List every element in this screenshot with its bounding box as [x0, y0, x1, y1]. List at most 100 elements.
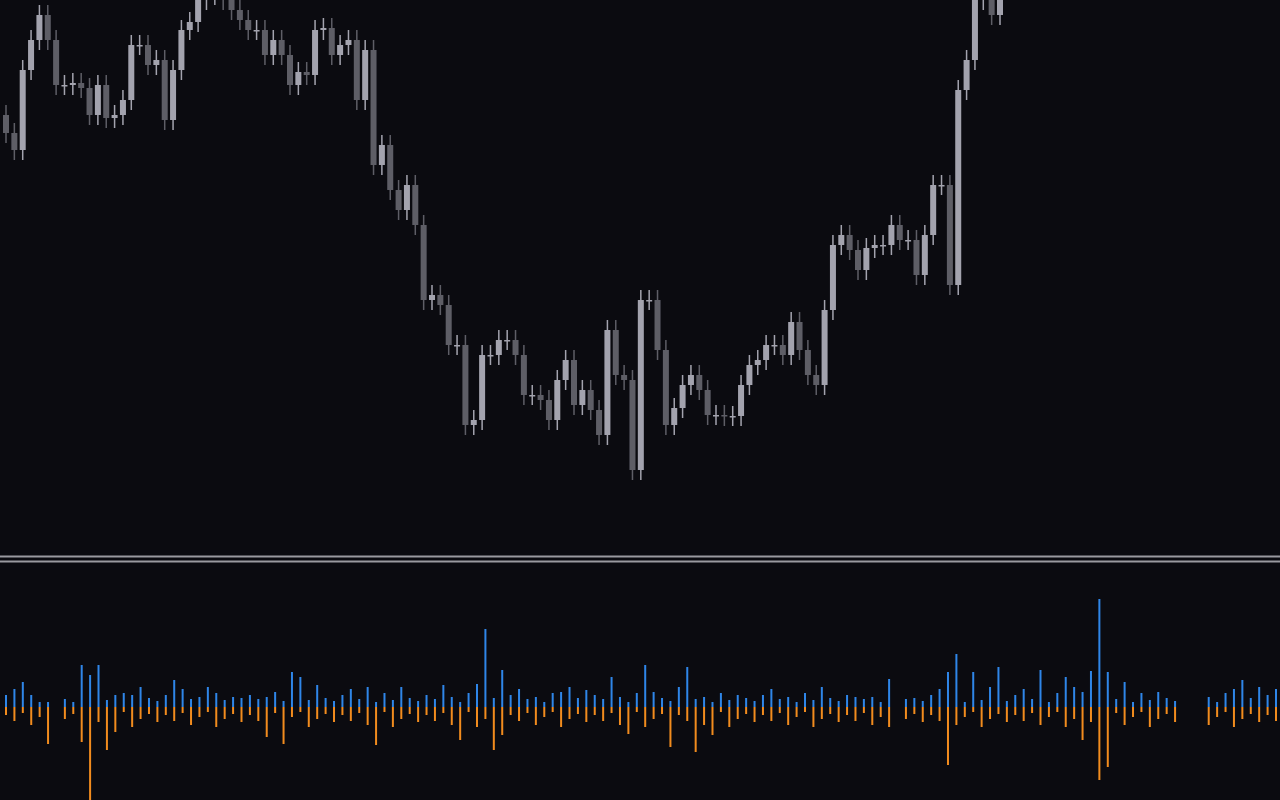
histogram-bar	[383, 693, 386, 707]
candle-body	[863, 248, 870, 270]
histogram-bar	[366, 687, 369, 707]
histogram-bar	[341, 707, 344, 715]
histogram-bar	[1241, 680, 1244, 707]
histogram-bar	[173, 680, 176, 707]
candle-body	[504, 340, 511, 342]
candle-body	[637, 300, 644, 470]
candle-body	[696, 375, 703, 390]
histogram-bar	[240, 707, 243, 722]
histogram-bar	[89, 675, 92, 707]
histogram-bar	[1106, 707, 1109, 767]
candle-body	[395, 190, 402, 210]
histogram-bar	[1115, 707, 1118, 713]
histogram-bar	[459, 707, 462, 740]
candle-body	[997, 0, 1003, 15]
histogram-bar	[265, 697, 268, 707]
histogram-bar	[551, 707, 554, 712]
histogram-bar	[1224, 707, 1227, 712]
histogram-bar	[879, 702, 882, 707]
histogram-bar	[21, 707, 24, 713]
candle-body	[328, 28, 335, 55]
histogram-bar	[543, 702, 546, 707]
histogram-bar	[618, 707, 621, 725]
histogram-bar	[652, 707, 655, 719]
histogram-bar	[627, 707, 630, 734]
candle-body	[746, 365, 753, 385]
histogram-bar	[333, 701, 336, 707]
histogram-bar	[307, 700, 310, 707]
histogram-bar	[1064, 707, 1067, 727]
candle-body	[721, 415, 728, 417]
histogram-bar	[1005, 701, 1008, 707]
histogram-bar	[375, 702, 378, 707]
candle-body	[454, 345, 461, 347]
candle-body	[529, 395, 536, 397]
histogram-bar	[694, 707, 697, 752]
histogram-bar	[921, 701, 924, 707]
histogram-bar	[484, 629, 487, 707]
histogram-bar	[1106, 672, 1109, 707]
histogram-bar	[972, 707, 975, 712]
candle-body	[646, 300, 653, 302]
histogram-bar	[568, 707, 571, 719]
histogram-bar	[989, 707, 992, 719]
histogram-bar	[97, 665, 100, 707]
candle-body	[520, 355, 527, 395]
histogram-bar	[21, 682, 24, 707]
candle-body	[921, 235, 928, 275]
histogram-bar	[316, 707, 319, 719]
histogram-bar	[593, 695, 596, 707]
histogram-bar	[38, 702, 41, 707]
histogram-bar	[223, 700, 226, 707]
histogram-bar	[38, 707, 41, 717]
candle-body	[36, 15, 43, 40]
histogram-bar	[282, 707, 285, 744]
candle-body	[896, 225, 903, 240]
candle-body	[629, 380, 636, 470]
candle-body	[312, 30, 319, 75]
candle-body	[437, 295, 444, 305]
histogram-bar	[164, 707, 167, 715]
histogram-bar	[1232, 707, 1235, 727]
histogram-bar	[417, 707, 420, 722]
histogram-bar	[888, 679, 891, 707]
candle-body	[612, 330, 619, 375]
histogram-bar	[114, 695, 117, 707]
histogram-bar	[181, 707, 184, 713]
histogram-bar	[307, 707, 310, 727]
histogram-bar	[719, 693, 722, 707]
histogram-bar	[518, 707, 521, 721]
histogram-bar	[147, 698, 150, 707]
candle-body	[813, 375, 820, 385]
histogram-bar	[1064, 677, 1067, 707]
candle-body	[278, 40, 285, 55]
histogram-bar	[290, 707, 293, 717]
histogram-bar	[1014, 695, 1017, 707]
candle-body	[963, 60, 970, 90]
candle-body	[19, 70, 26, 150]
candle-body	[11, 133, 18, 150]
histogram-bar	[1174, 707, 1177, 722]
histogram-bar	[492, 707, 495, 750]
histogram-bar	[164, 695, 167, 707]
histogram-bar	[190, 707, 193, 725]
histogram-bar	[652, 692, 655, 707]
histogram-bar	[190, 699, 193, 707]
histogram-bar	[475, 684, 478, 707]
candle-body	[871, 245, 878, 248]
candle-body	[28, 40, 35, 70]
candle-body	[470, 420, 477, 425]
histogram-bar	[661, 707, 664, 714]
histogram-bar	[963, 702, 966, 707]
histogram-bar	[862, 707, 865, 713]
histogram-bar	[425, 707, 428, 715]
histogram-bar	[1081, 707, 1084, 740]
histogram-bar	[930, 695, 933, 707]
histogram-bar	[904, 707, 907, 719]
histogram-bar	[1157, 692, 1160, 707]
histogram-bar	[358, 699, 361, 707]
histogram-bar	[1073, 707, 1076, 719]
candle-body	[512, 340, 519, 355]
histogram-bar	[585, 707, 588, 722]
candle-body	[103, 85, 110, 118]
